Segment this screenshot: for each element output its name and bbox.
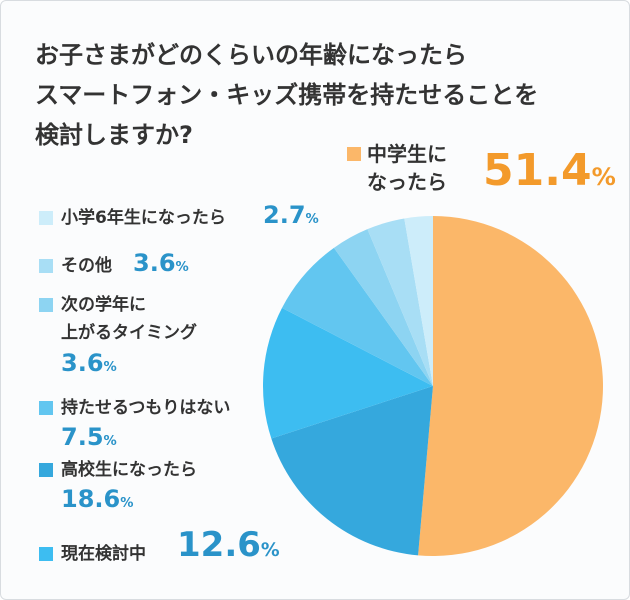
legend-label: 持たせるつもりはない xyxy=(61,398,231,418)
pie-slice xyxy=(271,386,433,556)
title-line: スマートフォン・キッズ携帯を持たせることを xyxy=(35,81,539,109)
value-label: 7.5% xyxy=(61,423,117,451)
pie-slice xyxy=(404,216,433,386)
title-line: お子さまがどのくらいの年齢になったら xyxy=(35,41,467,69)
legend-swatch xyxy=(39,401,53,415)
value-label: 3.6% xyxy=(133,249,189,277)
value-label: 12.6% xyxy=(177,525,280,565)
pie-slice xyxy=(367,218,433,386)
value-label: 18.6% xyxy=(61,485,134,513)
legend-label: その他 xyxy=(61,256,112,276)
legend-label: 現在検討中 xyxy=(61,544,146,564)
legend-swatch xyxy=(39,298,53,312)
legend-swatch xyxy=(39,463,53,477)
legend-label: 次の学年に 上がるタイミング xyxy=(61,295,197,343)
legend-swatch xyxy=(39,259,53,273)
value-label: 51.4% xyxy=(483,145,616,196)
chart-title: お子さまがどのくらいの年齢になったら スマートフォン・キッズ携帯を持たせることを… xyxy=(35,35,538,155)
pie-slice xyxy=(418,216,603,556)
legend-label: 高校生になったら xyxy=(61,460,197,480)
legend-label: 中学生に なったら xyxy=(367,142,447,194)
legend-label: 小学6年生になったら xyxy=(61,208,226,228)
value-label: 3.6% xyxy=(61,349,117,377)
legend-swatch xyxy=(347,147,361,161)
legend-swatch xyxy=(39,211,53,225)
pie-slice xyxy=(263,307,433,439)
legend-swatch xyxy=(39,547,53,561)
value-label: 2.7% xyxy=(263,201,319,229)
pie-slice xyxy=(282,247,433,386)
title-line: 検討しますか? xyxy=(35,121,193,149)
pie-slice xyxy=(333,229,433,386)
